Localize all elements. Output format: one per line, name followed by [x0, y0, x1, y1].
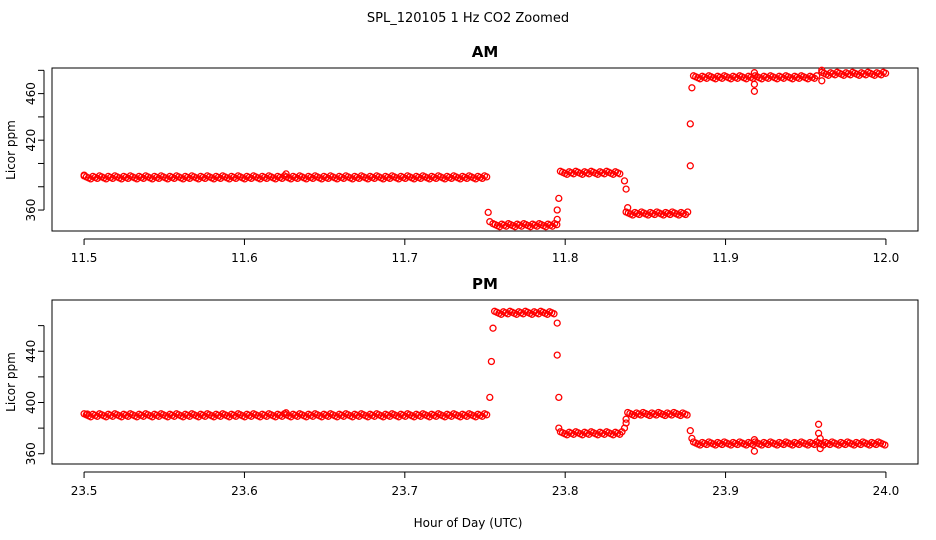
am-data-point — [80, 171, 88, 179]
pm-y-tick-label: 360 — [24, 442, 38, 465]
pm-data-point — [816, 434, 824, 443]
am-data-point — [818, 77, 826, 85]
am-segment-1 — [80, 172, 491, 183]
am-data-point — [553, 215, 561, 224]
am-data-point — [750, 69, 759, 77]
am-x-tick-label: 12.0 — [873, 251, 900, 265]
am-data-point — [684, 208, 692, 216]
am-x-tick-label: 11.7 — [391, 251, 418, 265]
pm-y-axis-label: Licor ppm — [4, 352, 18, 412]
figure-x-axis-label: Hour of Day (UTC) — [414, 516, 523, 530]
am-panel-title: AM — [472, 43, 499, 61]
pm-y-tick-label: 440 — [24, 340, 38, 363]
pm-x-tick-label: 24.0 — [873, 484, 900, 498]
am-x-tick-label: 11.9 — [712, 251, 739, 265]
pm-data-point — [814, 420, 823, 428]
pm-data-markers — [80, 307, 889, 455]
pm-data-point — [622, 415, 630, 423]
am-data-markers — [80, 66, 890, 231]
am-x-tick-label: 11.6 — [231, 251, 258, 265]
am-y-axis-label: Licor ppm — [4, 120, 18, 180]
pm-x-tick-label: 23.8 — [552, 484, 579, 498]
am-data-point — [813, 72, 821, 80]
am-segment-5 — [689, 72, 821, 83]
am-data-point — [616, 170, 624, 178]
pm-panel-title: PM — [472, 275, 498, 293]
pm-data-point — [483, 411, 491, 419]
am-data-point — [622, 185, 630, 193]
pm-x-tick-label: 23.5 — [71, 484, 98, 498]
pm-data-point — [750, 447, 759, 455]
am-data-point — [553, 221, 561, 229]
am-segment-3 — [556, 167, 624, 178]
am-data-point — [686, 162, 694, 170]
pm-data-point — [622, 419, 630, 427]
am-x-tick-label: 11.8 — [552, 251, 579, 265]
am-segment-6 — [818, 68, 890, 79]
pm-data-point — [881, 441, 889, 449]
am-data-point — [483, 173, 491, 181]
pm-data-point — [686, 427, 694, 435]
pm-segment-2 — [490, 307, 558, 318]
am-x-tick-label: 11.5 — [71, 251, 98, 265]
pm-data-point — [553, 351, 561, 359]
figure-title: SPL_120105 1 Hz CO2 Zoomed — [367, 11, 569, 26]
am-y-tick-label: 360 — [24, 199, 38, 222]
pm-data-point — [555, 424, 563, 432]
pm-y-tick-label: 400 — [24, 391, 38, 414]
am-data-point — [688, 84, 696, 92]
pm-x-tick-label: 23.6 — [231, 484, 258, 498]
pm-segment-1 — [80, 410, 491, 421]
pm-data-point — [683, 411, 691, 419]
pm-data-point — [83, 410, 91, 418]
am-data-point — [750, 87, 759, 95]
pm-x-tick-label: 23.9 — [712, 484, 739, 498]
am-x-axis: 11.5 11.6 11.7 11.8 11.9 12.0 — [71, 238, 900, 265]
pm-plot-frame — [51, 299, 919, 465]
am-data-point — [881, 69, 890, 77]
am-data-point — [620, 177, 629, 185]
pm-data-point — [489, 324, 497, 332]
am-segment-4 — [622, 208, 692, 219]
pm-data-point — [486, 393, 494, 402]
pm-data-point — [750, 436, 759, 444]
pm-data-point — [487, 357, 496, 366]
am-y-tick-label: 460 — [24, 82, 38, 105]
am-data-point — [484, 208, 492, 217]
pm-panel: PM 23.5 23.6 23.7 23.8 23.9 24.0 360 400 440 Li… — [4, 275, 919, 498]
pm-data-point — [688, 434, 696, 443]
am-data-point — [818, 66, 826, 74]
am-plot-frame — [51, 67, 919, 232]
pm-segment-3 — [556, 428, 626, 439]
am-y-tick-label: 420 — [24, 129, 38, 152]
pm-segment-4 — [624, 408, 691, 420]
pm-data-point — [553, 319, 561, 327]
pm-data-point — [816, 444, 824, 453]
am-data-point — [553, 206, 561, 214]
pm-y-axis: 360 400 440 — [24, 325, 45, 465]
pm-data-point — [550, 310, 558, 318]
am-segment-2 — [489, 220, 561, 231]
pm-segment-5 — [689, 438, 889, 449]
pm-x-axis: 23.5 23.6 23.7 23.8 23.9 24.0 — [71, 471, 900, 498]
am-data-point — [686, 120, 694, 128]
am-data-point — [750, 80, 759, 88]
am-data-point — [486, 218, 494, 226]
pm-data-point — [282, 409, 290, 417]
am-panel: AM 11.5 11.6 11.7 11.8 11.9 12.0 360 420 460 Li… — [4, 43, 919, 265]
am-data-point — [555, 194, 563, 203]
am-data-point — [624, 204, 632, 212]
pm-x-tick-label: 23.7 — [391, 484, 418, 498]
am-y-axis: 360 420 460 — [24, 69, 45, 222]
pm-data-point — [555, 393, 563, 402]
am-data-point — [282, 170, 290, 178]
